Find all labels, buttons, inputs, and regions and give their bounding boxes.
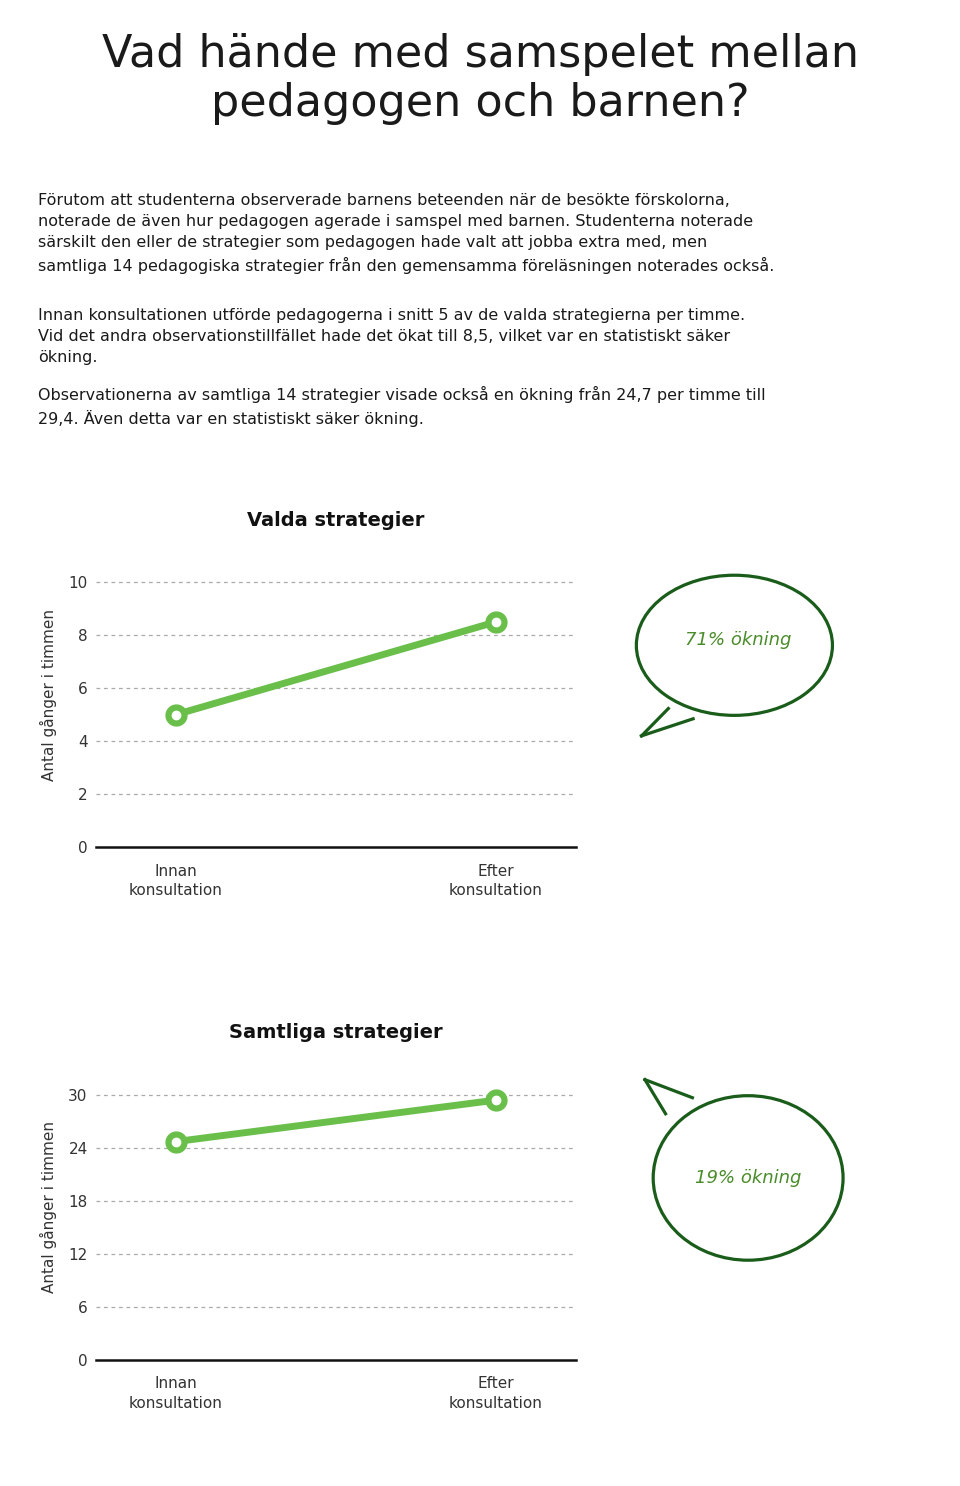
Text: Vad hände med samspelet mellan: Vad hände med samspelet mellan [102, 33, 858, 76]
Title: Valda strategier: Valda strategier [248, 511, 424, 529]
Y-axis label: Antal gånger i timmen: Antal gånger i timmen [40, 609, 58, 780]
Polygon shape [645, 1080, 692, 1114]
Text: pedagogen och barnen?: pedagogen och barnen? [210, 82, 750, 125]
Title: Samtliga strategier: Samtliga strategier [229, 1024, 443, 1042]
Y-axis label: Antal gånger i timmen: Antal gånger i timmen [40, 1122, 58, 1293]
Text: 71% ökning: 71% ökning [685, 632, 792, 649]
Text: Innan konsultationen utförde pedagogerna i snitt 5 av de valda strategierna per : Innan konsultationen utförde pedagogerna… [38, 308, 746, 364]
Text: 19% ökning: 19% ökning [695, 1169, 802, 1187]
Text: Observationerna av samtliga 14 strategier visade också en ökning från 24,7 per t: Observationerna av samtliga 14 strategie… [38, 386, 766, 428]
Text: Förutom att studenterna observerade barnens beteenden när de besökte förskolorna: Förutom att studenterna observerade barn… [38, 193, 775, 275]
Polygon shape [641, 709, 693, 736]
